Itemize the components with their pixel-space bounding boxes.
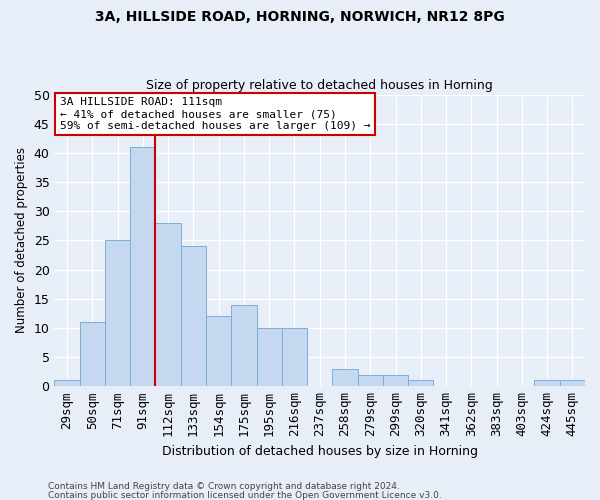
Bar (257, 328, 282, 386)
Bar (80, 322, 105, 386)
Bar (55, 380, 80, 386)
Bar (181, 246, 206, 386)
Bar (130, 147, 155, 386)
Text: 3A HILLSIDE ROAD: 111sqm
← 41% of detached houses are smaller (75)
59% of semi-d: 3A HILLSIDE ROAD: 111sqm ← 41% of detach… (60, 98, 370, 130)
Bar (206, 316, 231, 386)
Bar (231, 304, 257, 386)
Text: Contains public sector information licensed under the Open Government Licence v3: Contains public sector information licen… (48, 490, 442, 500)
X-axis label: Distribution of detached houses by size in Horning: Distribution of detached houses by size … (162, 444, 478, 458)
Text: Contains HM Land Registry data © Crown copyright and database right 2024.: Contains HM Land Registry data © Crown c… (48, 482, 400, 491)
Bar (105, 240, 130, 386)
Bar (535, 380, 560, 386)
Bar (155, 223, 181, 386)
Y-axis label: Number of detached properties: Number of detached properties (15, 148, 28, 334)
Bar (282, 328, 307, 386)
Bar (358, 374, 383, 386)
Bar (332, 369, 358, 386)
Text: 3A, HILLSIDE ROAD, HORNING, NORWICH, NR12 8PG: 3A, HILLSIDE ROAD, HORNING, NORWICH, NR1… (95, 10, 505, 24)
Bar (383, 374, 408, 386)
Title: Size of property relative to detached houses in Horning: Size of property relative to detached ho… (146, 79, 493, 92)
Bar (408, 380, 433, 386)
Bar (560, 380, 585, 386)
